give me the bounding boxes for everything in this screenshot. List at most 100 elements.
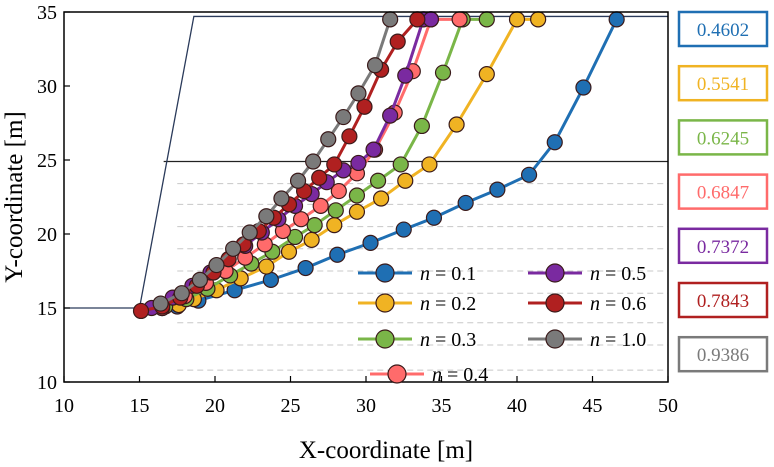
- legend-label-n: n: [590, 329, 600, 351]
- legend-label-value: = 0.4: [442, 364, 488, 386]
- series-marker: [330, 182, 347, 200]
- legend-label-n: n: [432, 364, 442, 386]
- series-marker: [608, 11, 625, 28]
- factor-box-value: 0.7372: [697, 237, 749, 258]
- legend-label-n: n: [590, 293, 600, 315]
- series-marker: [208, 256, 225, 274]
- factor-box-value: 0.6847: [697, 183, 749, 204]
- x-tick-label: 45: [583, 395, 603, 417]
- plot-frame: [63, 11, 669, 383]
- series-marker: [397, 67, 414, 84]
- axes: 10 15 20 25 30 35 40 45 50 10 15 20 25 30 35: [37, 2, 678, 417]
- series-marker: [305, 153, 322, 170]
- series-marker: [382, 11, 399, 28]
- series-marker: [173, 285, 190, 302]
- legend-entry: n = 0.6: [528, 293, 646, 315]
- x-tick-label: 25: [281, 395, 301, 417]
- series-marker: [382, 107, 399, 124]
- factor-box-frame: [677, 227, 769, 265]
- factor-box: 0.7843: [677, 281, 769, 319]
- y-tick-label: 30: [37, 76, 57, 98]
- series-marker: [366, 57, 384, 74]
- series-marker: [292, 211, 310, 228]
- factor-box-frame: [677, 64, 769, 102]
- series-marker: [489, 181, 506, 198]
- series-marker: [350, 85, 367, 102]
- series-marker: [520, 166, 538, 183]
- series-marker: [425, 209, 443, 226]
- series-marker: [320, 131, 337, 148]
- factor-box-value: 0.7843: [697, 291, 749, 312]
- legend-label-n: n: [590, 263, 600, 285]
- x-axis-label: X-coordinate [m]: [299, 437, 473, 464]
- series-marker: [365, 141, 382, 158]
- legend-label: n = 0.5: [590, 263, 646, 285]
- series-marker: [546, 134, 563, 151]
- series-marker: [341, 128, 358, 145]
- series-marker: [327, 202, 344, 219]
- series-marker: [329, 246, 346, 263]
- series-marker: [451, 11, 468, 28]
- series-marker: [262, 271, 279, 288]
- series-marker: [258, 208, 275, 225]
- factor-box: 0.7372: [677, 227, 769, 265]
- series-line: [164, 17, 487, 308]
- series-marker: [530, 11, 547, 28]
- legend-label: n = 0.2: [420, 293, 476, 315]
- factor-box-value: 0.4602: [697, 20, 749, 41]
- factor-box-frame: [677, 335, 769, 373]
- series-marker: [395, 221, 412, 238]
- y-tick-label: 10: [37, 372, 57, 394]
- factor-box: 0.9386: [677, 335, 769, 373]
- factor-box-frame: [677, 119, 769, 156]
- x-tick-label: 20: [205, 395, 225, 417]
- series-marker: [478, 11, 495, 28]
- series-marker: [478, 66, 495, 83]
- series-marker: [373, 190, 390, 207]
- legend-marker: [375, 263, 395, 283]
- x-tick-label: 10: [54, 395, 74, 417]
- series-marker: [409, 11, 426, 28]
- factor-box-value: 0.9386: [697, 345, 749, 366]
- x-tick-label: 40: [507, 395, 527, 417]
- series-marker: [397, 172, 414, 189]
- legend-entry: n = 1.0: [528, 329, 646, 351]
- series-marker: [306, 217, 323, 234]
- series-layer: [132, 11, 625, 320]
- factor-box: 0.6245: [677, 119, 769, 156]
- legend-marker: [387, 364, 407, 384]
- legend-label: n = 0.4: [432, 364, 488, 386]
- legend-label-n: n: [420, 263, 430, 285]
- factor-box: 0.4602: [677, 10, 769, 48]
- series-marker: [508, 11, 526, 28]
- series-marker: [421, 156, 438, 173]
- series-marker: [389, 33, 406, 50]
- legend-marker: [545, 263, 565, 283]
- legend-marker: [375, 329, 395, 349]
- series-marker: [422, 11, 440, 28]
- legend-entry: n = 0.1: [358, 263, 476, 285]
- series-marker: [448, 116, 465, 133]
- series-6: [152, 11, 399, 312]
- y-tick-label: 15: [37, 298, 57, 320]
- series-marker: [348, 203, 366, 220]
- legend-label: n = 1.0: [590, 329, 646, 351]
- y-tick-label: 35: [37, 2, 57, 24]
- legend-entry: n = 0.2: [358, 293, 476, 315]
- legend-label: n = 0.1: [420, 263, 476, 285]
- series-marker: [457, 194, 474, 212]
- series-marker: [297, 259, 314, 277]
- series-marker: [356, 98, 373, 115]
- factor-box-value: 0.5541: [697, 74, 749, 95]
- series-marker: [280, 243, 298, 260]
- series-marker: [326, 156, 343, 173]
- x-tick-label: 50: [658, 395, 678, 417]
- legend-marker: [545, 329, 565, 349]
- series-marker: [413, 117, 430, 135]
- legend-label-value: = 0.3: [430, 329, 476, 351]
- legend-label-n: n: [420, 329, 430, 351]
- legend-label-value: = 1.0: [600, 329, 646, 351]
- legend-marker: [375, 293, 395, 313]
- series-marker: [369, 172, 387, 189]
